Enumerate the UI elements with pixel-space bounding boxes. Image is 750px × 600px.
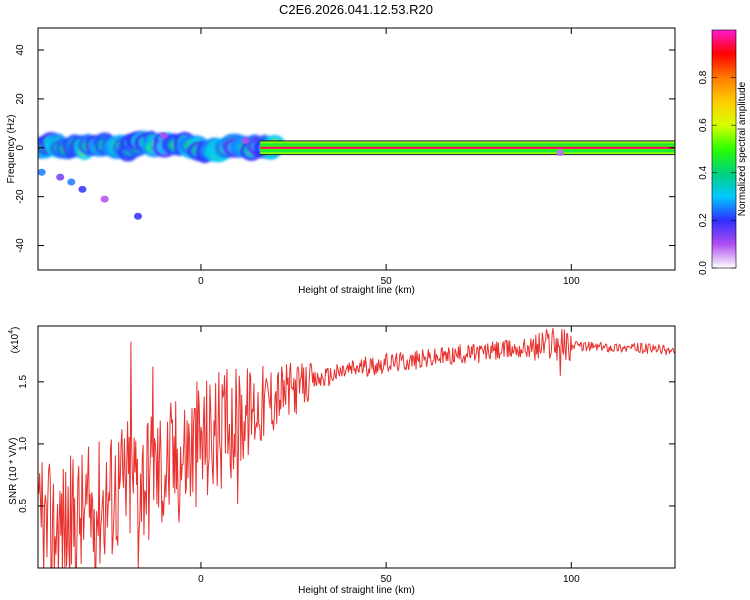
snr-x-tick-label: 0 <box>198 574 204 585</box>
colorbar-label: Normalized spectral amplitude <box>737 81 748 216</box>
colorbar-ticks: 0.0 0.2 0.4 0.6 0.8 <box>698 70 736 275</box>
snr-axes: 0 50 100 0.5 1.0 1.5 <box>18 326 675 585</box>
spectrogram-axes: 0 50 100 -40 -20 0 20 40 <box>15 28 675 287</box>
spectrogram-x-tick-label: 0 <box>198 276 204 287</box>
colorbar-tick-label: 0.2 <box>698 213 709 227</box>
colorbar-tick-label: 0.4 <box>698 165 709 179</box>
spectrogram-blob <box>38 168 46 176</box>
spectrogram-y-tick-label: -40 <box>15 238 26 253</box>
snr-x-tick-label: 100 <box>563 574 580 585</box>
colorbar-tick-label: 0.0 <box>698 261 709 275</box>
spectrogram-blur-layer <box>38 130 286 164</box>
spectrogram-x-tick-label: 50 <box>381 276 393 287</box>
colorbar-tick-label: 0.8 <box>698 70 709 84</box>
spectrogram-data <box>38 130 675 220</box>
snr-y-tick-label: 1.0 <box>18 437 29 451</box>
spectrogram-blob <box>133 212 142 220</box>
chart-title: C2E6.2026.041.12.53.R20 <box>279 2 433 17</box>
spectrogram-blob <box>67 178 76 186</box>
spectrogram-y-axis-label: Frequency (Hz) <box>6 115 17 184</box>
snr-frame <box>37 325 676 569</box>
colorbar-gradient <box>711 29 737 269</box>
spectrogram-blob <box>556 149 565 157</box>
spectrogram-panel: 0 50 100 -40 -20 0 20 40 Height of straight lin… <box>6 27 676 296</box>
colorbar-tick-label: 0.6 <box>698 118 709 132</box>
spectrogram-band <box>260 146 675 149</box>
snr-multiplier-label: (x104) <box>8 327 21 354</box>
snr-x-tick-label: 50 <box>381 574 393 585</box>
spectrogram-y-tick-label: 0 <box>15 145 26 151</box>
spectrogram-blob <box>100 195 109 203</box>
snr-series-line <box>38 327 675 568</box>
snr-data <box>38 327 675 568</box>
snr-panel: 0 50 100 0.5 1.0 1.5 Height of straight line … <box>8 325 676 596</box>
spectrogram-blob <box>56 173 65 181</box>
spectrogram-x-axis-label: Height of straight line (km) <box>298 285 415 296</box>
colorbar: 0.0 0.2 0.4 0.6 0.8 Normalized spectral ampl… <box>698 29 748 275</box>
snr-y-tick-label: 0.5 <box>18 499 29 513</box>
spectrogram-y-tick-label: 20 <box>15 93 26 105</box>
spectrogram-blob <box>78 185 87 193</box>
snr-x-axis-label: Height of straight line (km) <box>298 585 415 596</box>
snr-multiplier-exponent: 4 <box>8 330 15 334</box>
snr-multiplier-base: (x10 <box>10 333 21 353</box>
spectrogram-blob <box>241 136 250 144</box>
snr-y-tick-label: 1.5 <box>18 374 29 388</box>
spectrogram-y-tick-label: -20 <box>15 189 26 204</box>
spectrogram-frame <box>37 27 676 271</box>
spectrogram-blob <box>159 132 168 140</box>
spectrogram-x-tick-label: 100 <box>563 276 580 287</box>
snr-y-axis-label: SNR (10 * V/V) <box>8 438 19 505</box>
snr-multiplier-close: ) <box>10 327 21 330</box>
spectrogram-y-tick-label: 40 <box>15 44 26 56</box>
